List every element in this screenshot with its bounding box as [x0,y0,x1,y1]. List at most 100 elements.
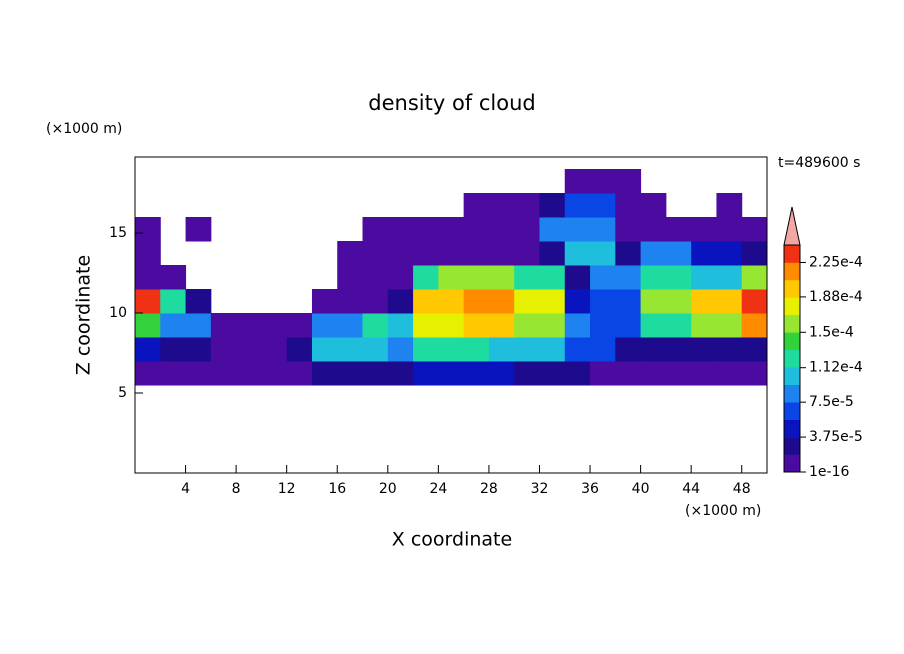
colorbar-band [784,297,800,316]
contour-cell [716,193,743,218]
contour-cell [564,193,591,218]
colorbar-band [784,245,800,263]
x-tick-label: 4 [181,481,190,497]
colorbar-band [784,367,800,385]
contour-cell [362,361,389,386]
y-tick-label: 5 [118,385,127,401]
x-tick-label: 36 [581,481,599,497]
contour-cell [261,337,288,362]
contour-cell [691,217,717,242]
contour-cell [210,313,237,338]
contour-cell [463,361,490,386]
contour-cell [640,337,667,362]
contour-cell [387,217,414,242]
y-tick-label: 15 [109,225,127,241]
contour-cell [463,217,490,242]
contour-cell [716,361,743,386]
contour-cell [691,337,717,362]
contour-cell [564,169,591,194]
contour-cell [539,289,566,314]
contour-cell [514,241,540,266]
contour-cell [463,241,490,266]
plot-frame [134,156,768,474]
contour-cell [691,361,717,386]
contour-cell [261,361,288,386]
colorbar-band [784,332,800,351]
colorbar-band [784,402,800,420]
contour-cell [286,313,313,338]
x-tick-label: 28 [480,481,498,497]
colorbar-band [784,279,800,298]
contour-cell [691,313,717,338]
contour-cell [564,265,591,290]
contour-cell [185,361,212,386]
contour-cell [640,361,667,386]
contour-cell [640,193,667,218]
contour-cell [539,217,566,242]
contour-cell [488,265,515,290]
contour-cell [665,217,692,242]
contour-cell [615,217,642,242]
colorbar-tick-label: 2.25e-4 [809,254,863,270]
contour-cell [438,217,465,242]
contour-cell [665,337,692,362]
contour-cell [488,337,515,362]
contour-cell [640,241,667,266]
contour-cell [539,361,566,386]
contour-cell [514,193,540,218]
contour-cell [438,289,465,314]
contour-cell [438,265,465,290]
contour-cell [160,337,187,362]
contour-cell [135,313,161,338]
contour-cell [564,217,591,242]
contour-cell [691,289,717,314]
contour-cell [413,241,439,266]
contour-cell [590,289,616,314]
contour-cell [413,217,439,242]
contour-cell [539,241,566,266]
colorbar-band [784,384,800,403]
contour-cell [615,265,642,290]
x-tick-label: 24 [429,481,447,497]
contour-cell [741,217,768,242]
contour-cell [514,361,540,386]
contour-cell [413,361,439,386]
contour-cell [362,313,389,338]
contour-field [135,169,768,386]
contour-cell [741,265,768,290]
contour-cell [564,241,591,266]
contour-cell [741,313,768,338]
contour-cell [438,313,465,338]
contour-cell [741,241,768,266]
contour-cell [590,241,616,266]
y-tick-label: 10 [109,305,127,321]
x-tick-label: 12 [278,481,296,497]
contour-cell [741,337,768,362]
y-axis-label: Z coordinate [73,255,95,375]
contour-cell [311,337,338,362]
contour-cell [665,241,692,266]
contour-cell [590,217,616,242]
contour-cell [185,337,212,362]
contour-cell [413,289,439,314]
contour-cell [665,361,692,386]
contour-cell [210,337,237,362]
contour-cell [564,313,591,338]
contour-cell [716,265,743,290]
colorbar-tick-label: 3.75e-5 [809,429,863,445]
x-axis-label: X coordinate [392,529,512,551]
contour-cell [311,313,338,338]
contour-cell [590,337,616,362]
colorbar-band [784,314,800,333]
contour-cell [488,313,515,338]
contour-cell [640,217,667,242]
x-tick-label: 20 [379,481,397,497]
contour-cell [539,265,566,290]
contour-cell [362,289,389,314]
time-label: t=489600 s [778,155,860,171]
contour-cell [539,313,566,338]
contour-cell [337,313,364,338]
contour-cell [413,265,439,290]
colorbar-frame [783,244,801,473]
colorbar-tick-label: 1.5e-4 [809,324,854,340]
